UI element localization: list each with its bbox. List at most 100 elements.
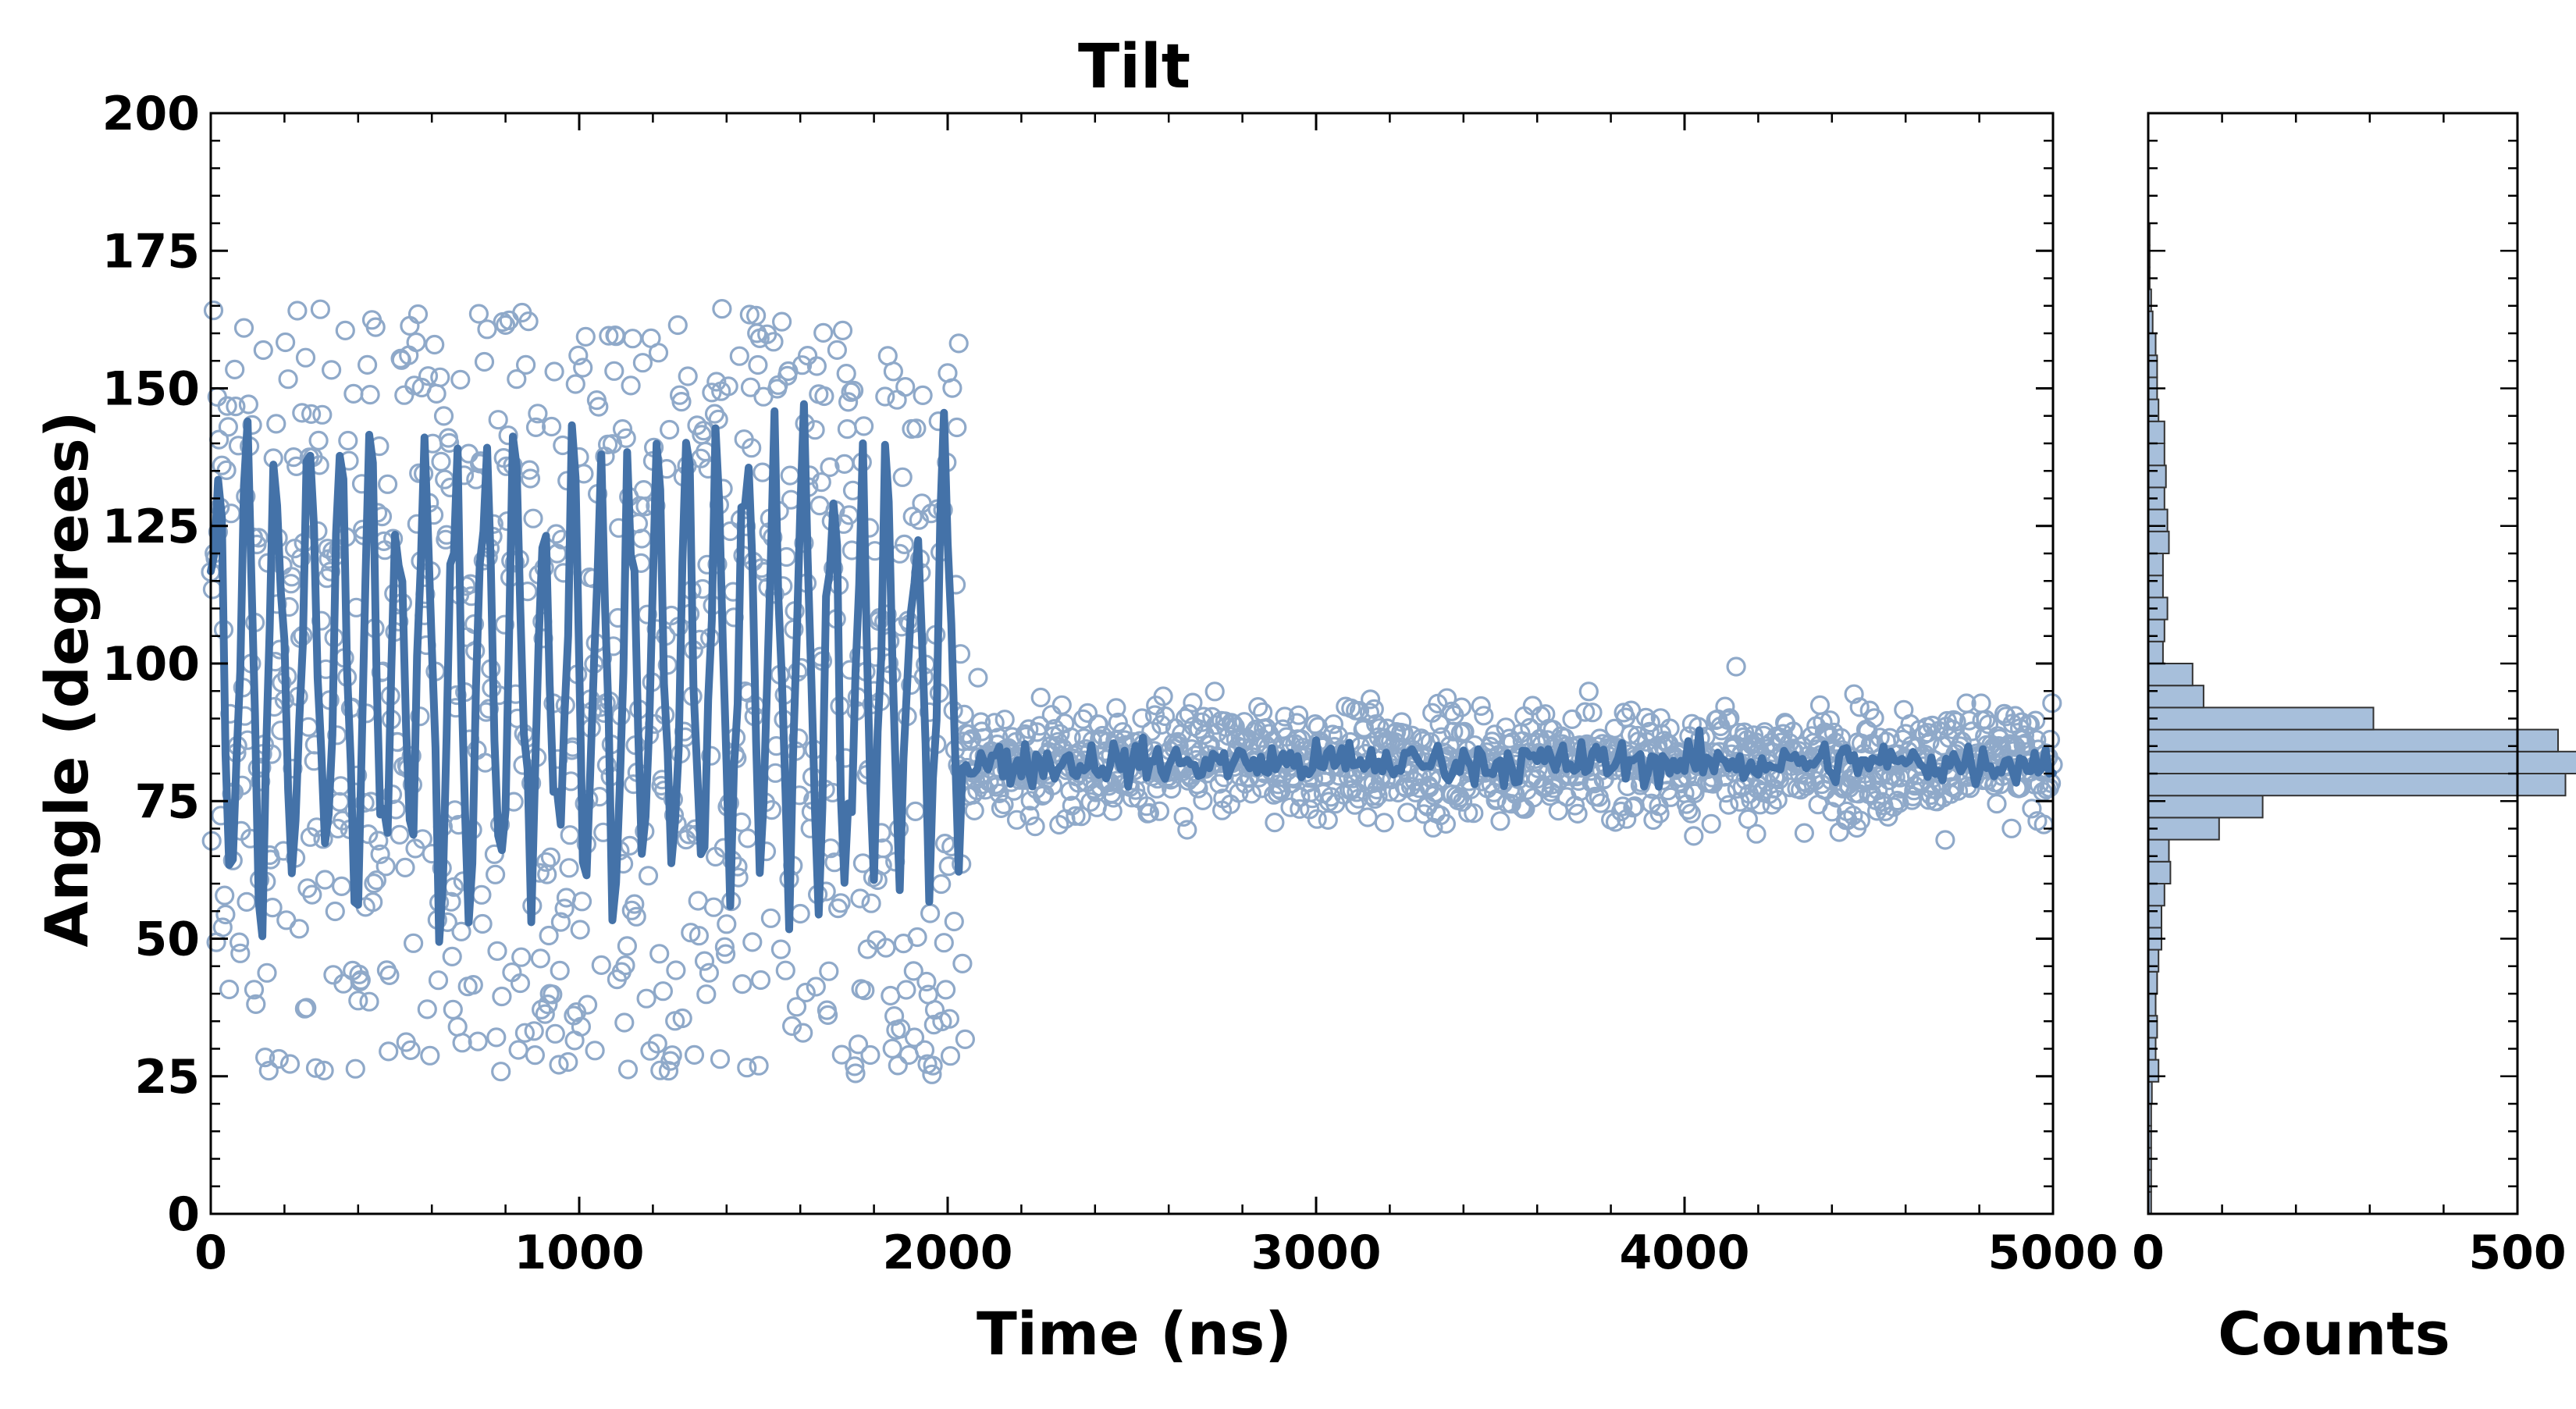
scatter-point bbox=[806, 356, 827, 376]
scatter-point bbox=[738, 828, 758, 849]
scatter-point bbox=[861, 893, 881, 913]
scatter-point bbox=[1194, 724, 1215, 745]
scatter-point bbox=[749, 1055, 769, 1076]
scatter-point bbox=[297, 998, 317, 1018]
scatter-point bbox=[845, 1063, 866, 1083]
scatter-point bbox=[748, 354, 768, 375]
scatter-point bbox=[616, 428, 636, 448]
scatter-point bbox=[882, 1038, 902, 1059]
scatter-point bbox=[535, 852, 557, 872]
scatter-point bbox=[2026, 730, 2047, 750]
scatter-point bbox=[795, 982, 816, 1003]
scatter-point bbox=[484, 844, 505, 864]
scatter-point bbox=[589, 397, 609, 417]
scatter-point bbox=[1088, 714, 1109, 735]
y-tick-label: 175 bbox=[102, 224, 200, 279]
scatter-point bbox=[931, 874, 952, 895]
scatter-point bbox=[763, 332, 784, 352]
histogram-bar bbox=[2147, 728, 2559, 753]
scatter-point bbox=[1809, 695, 1831, 716]
scatter-point bbox=[203, 301, 224, 321]
scatter-point bbox=[226, 396, 246, 417]
scatter-point bbox=[1649, 803, 1670, 824]
x-tick-label: 3000 bbox=[1251, 1226, 1382, 1280]
y-tick-label: 150 bbox=[102, 362, 200, 417]
scatter-point bbox=[269, 1048, 289, 1069]
scatter-point bbox=[487, 941, 507, 961]
scatter-point bbox=[364, 873, 384, 894]
scatter-point bbox=[426, 383, 447, 404]
scatter-point bbox=[366, 870, 386, 891]
scatter-point bbox=[621, 375, 641, 396]
scatter-point bbox=[1436, 813, 1457, 834]
scatter-point bbox=[1132, 708, 1152, 728]
scatter-point bbox=[1716, 782, 1736, 803]
scatter-point bbox=[430, 367, 450, 387]
scatter-point bbox=[1436, 688, 1457, 708]
scatter-point bbox=[450, 369, 471, 390]
scatter-point bbox=[417, 999, 437, 1019]
histogram-bar bbox=[2147, 553, 2164, 577]
scatter-point bbox=[343, 383, 364, 404]
histogram-bar bbox=[2147, 838, 2170, 863]
scatter-point bbox=[314, 1060, 334, 1081]
scatter-point bbox=[1451, 697, 1472, 717]
scatter-point bbox=[1582, 703, 1603, 723]
scatter-point bbox=[1567, 803, 1588, 824]
scatter-point bbox=[894, 534, 915, 555]
scatter-point bbox=[1635, 707, 1656, 728]
x-tick-label: 5000 bbox=[1988, 1226, 2119, 1280]
scatter-point bbox=[737, 1058, 757, 1078]
histogram-bar bbox=[2147, 354, 2158, 379]
scatter-point bbox=[775, 960, 795, 980]
scatter-point bbox=[940, 1046, 961, 1066]
scatter-point bbox=[585, 1041, 605, 1061]
scatter-point bbox=[939, 1009, 960, 1029]
scatter-point bbox=[575, 326, 596, 347]
scatter-point bbox=[703, 897, 724, 917]
scatter-point bbox=[1701, 813, 1721, 834]
scatter-point bbox=[1660, 787, 1681, 807]
scatter-point bbox=[571, 891, 592, 912]
scatter-point bbox=[283, 447, 304, 468]
scatter-point bbox=[1066, 806, 1086, 826]
scatter-point bbox=[615, 955, 635, 976]
scatter-point bbox=[474, 351, 495, 372]
scatter-point bbox=[1368, 785, 1388, 806]
scatter-point bbox=[1578, 681, 1599, 702]
scatter-point bbox=[1591, 793, 1611, 813]
scatter-point bbox=[1640, 713, 1660, 733]
scatter-point bbox=[1359, 703, 1380, 723]
scatter-point bbox=[920, 903, 941, 923]
scatter-point bbox=[694, 951, 715, 971]
scatter-point bbox=[302, 884, 322, 905]
scatter-point bbox=[568, 345, 589, 365]
scatter-point bbox=[390, 824, 410, 845]
scatter-point bbox=[451, 921, 471, 942]
scatter-point bbox=[363, 891, 383, 913]
scatter-point bbox=[1402, 725, 1422, 745]
scatter-point bbox=[212, 455, 232, 475]
scatter-point bbox=[742, 438, 762, 458]
scatter-point bbox=[246, 994, 266, 1015]
scatter-point bbox=[1500, 728, 1520, 749]
scatter-point bbox=[525, 1044, 546, 1066]
scatter-point bbox=[443, 999, 463, 1019]
scatter-point bbox=[1374, 813, 1394, 833]
scatter-point bbox=[717, 914, 737, 934]
scatter-point bbox=[1464, 803, 1484, 824]
y-tick-label: 125 bbox=[102, 500, 200, 554]
scatter-point bbox=[379, 965, 400, 986]
scatter-point bbox=[786, 997, 807, 1017]
scatter-point bbox=[255, 1047, 276, 1068]
scatter-point bbox=[400, 1040, 421, 1061]
y-tick-label: 100 bbox=[102, 637, 200, 692]
scatter-point bbox=[904, 1027, 925, 1048]
scatter-point bbox=[525, 417, 546, 438]
scatter-point bbox=[508, 1040, 528, 1060]
scatter-point bbox=[1318, 809, 1338, 831]
scatter-point bbox=[325, 901, 345, 922]
scatter-point bbox=[838, 392, 859, 412]
scatter-point bbox=[559, 858, 579, 878]
scatter-point bbox=[523, 508, 543, 528]
